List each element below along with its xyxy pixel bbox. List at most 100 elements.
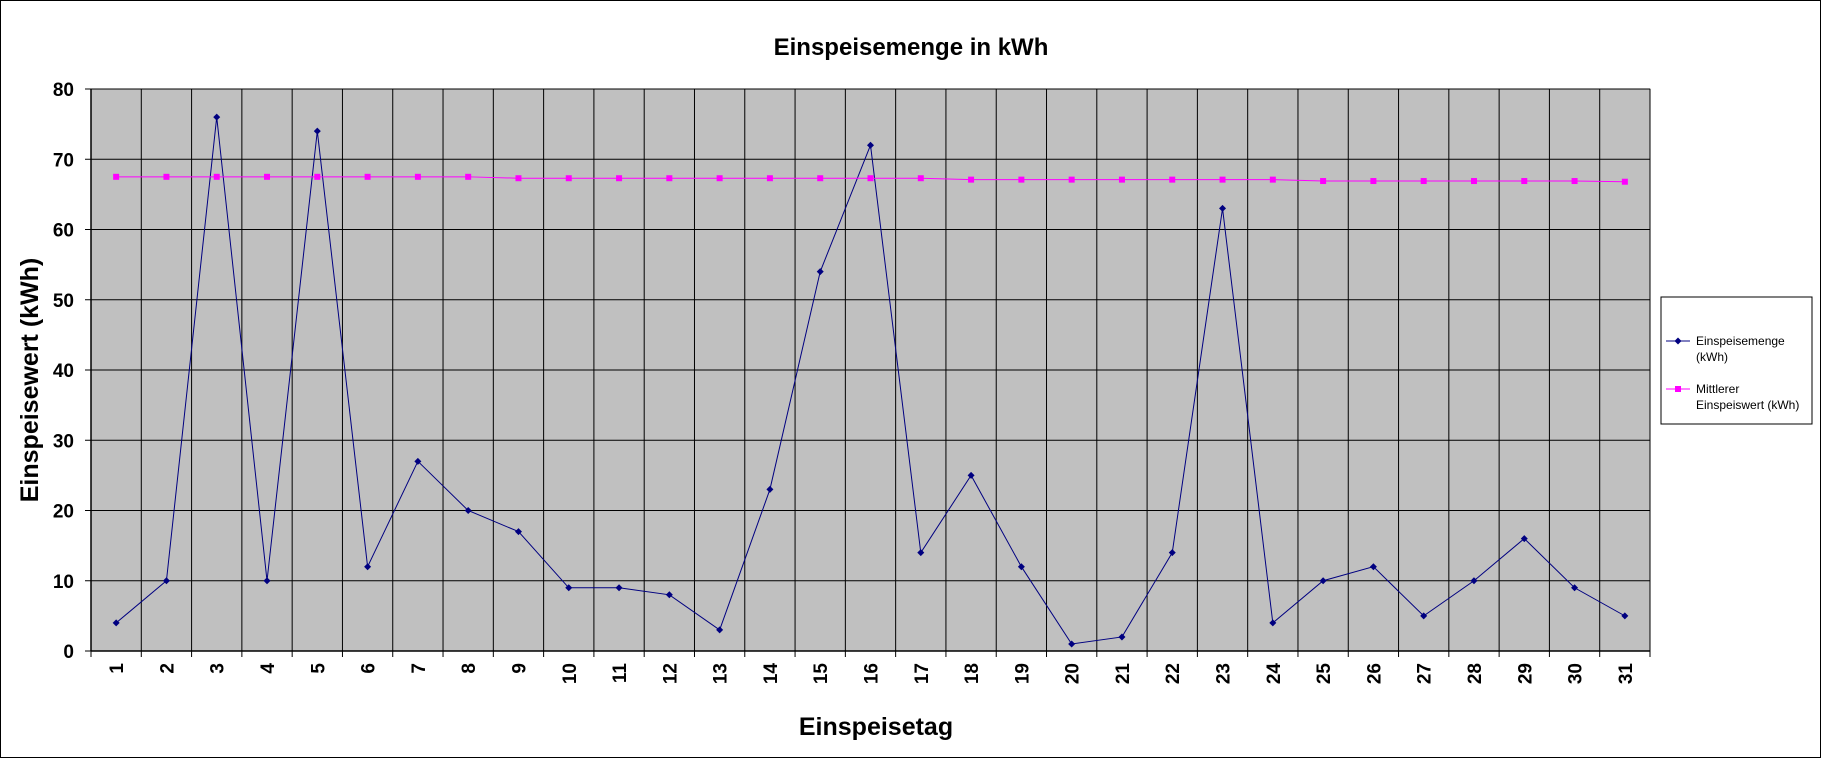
series-2-point bbox=[1370, 178, 1377, 185]
series-2-point bbox=[364, 173, 371, 180]
x-tick-label: 20 bbox=[1063, 663, 1084, 684]
x-tick-label: 27 bbox=[1415, 663, 1436, 684]
series-1-point bbox=[464, 507, 472, 514]
x-tick-label: 1 bbox=[107, 663, 128, 674]
series-1-point bbox=[313, 127, 321, 135]
x-tick-label: 21 bbox=[1113, 663, 1134, 685]
series-2-point bbox=[414, 173, 421, 180]
series-1-point bbox=[615, 584, 623, 592]
x-tick-label: 8 bbox=[459, 663, 480, 674]
series-1-point bbox=[867, 141, 874, 149]
series-2-point bbox=[1219, 176, 1226, 183]
series-1-point bbox=[766, 485, 774, 493]
y-tick-label: 20 bbox=[53, 502, 74, 523]
x-tick-label: 30 bbox=[1566, 663, 1587, 684]
series-2-point bbox=[1420, 178, 1427, 185]
x-tick-label: 6 bbox=[359, 663, 380, 674]
series-2-point bbox=[968, 176, 975, 183]
series-2-point bbox=[565, 175, 572, 182]
series-2-point bbox=[766, 175, 773, 182]
x-tick-label: 23 bbox=[1214, 663, 1235, 684]
legend-marker-1 bbox=[1674, 337, 1682, 345]
series-2-point bbox=[1068, 176, 1075, 183]
series-1-point bbox=[1520, 535, 1528, 543]
series-2-point bbox=[1521, 178, 1528, 185]
series-2-point bbox=[1169, 176, 1176, 183]
series-2-point bbox=[1621, 178, 1628, 185]
legend-label-1: (kWh) bbox=[1696, 350, 1728, 364]
x-tick-label: 16 bbox=[862, 663, 883, 684]
chart-title: Einspeisemenge in kWh bbox=[774, 34, 1049, 61]
series-1-point bbox=[1470, 577, 1478, 585]
x-tick-label: 14 bbox=[761, 663, 782, 685]
series-1-point bbox=[1571, 584, 1579, 592]
series-1-point bbox=[1118, 633, 1126, 641]
x-tick-label: 25 bbox=[1314, 663, 1335, 685]
x-tick-label: 9 bbox=[509, 663, 530, 674]
series-2-point bbox=[1320, 178, 1327, 185]
x-tick-label: 19 bbox=[1012, 663, 1033, 684]
series-1-point bbox=[112, 619, 120, 627]
y-tick-label: 40 bbox=[53, 361, 74, 382]
x-tick-label: 3 bbox=[208, 663, 229, 674]
y-tick-label: 30 bbox=[53, 431, 74, 452]
series-2-point bbox=[1470, 178, 1477, 185]
series-1-point bbox=[263, 577, 271, 585]
series-1-point bbox=[514, 528, 522, 536]
series-2-point bbox=[213, 173, 220, 180]
legend-marker-2 bbox=[1675, 386, 1681, 392]
x-tick-label: 28 bbox=[1465, 663, 1486, 684]
series-2-point bbox=[867, 175, 874, 182]
series-2-point bbox=[616, 175, 623, 182]
series-1-point bbox=[414, 457, 422, 465]
series-1-point bbox=[1219, 204, 1227, 212]
legend-label-2: Mittlerer bbox=[1696, 382, 1739, 396]
series-2-point bbox=[1118, 176, 1125, 183]
x-tick-label: 31 bbox=[1616, 663, 1637, 685]
x-tick-label: 4 bbox=[258, 663, 279, 674]
x-tick-label: 5 bbox=[308, 663, 329, 674]
series-1-point bbox=[1017, 563, 1025, 571]
series-1-point bbox=[1420, 612, 1428, 620]
y-tick-label: 10 bbox=[53, 572, 74, 593]
series-2-point bbox=[666, 175, 673, 182]
x-tick-label: 29 bbox=[1515, 663, 1536, 684]
legend-label-2: Einspeiswert (kWh) bbox=[1696, 398, 1799, 412]
series-2-point bbox=[163, 173, 170, 180]
series-1-point bbox=[967, 471, 975, 479]
series-2-point bbox=[264, 173, 271, 180]
x-tick-label: 11 bbox=[610, 663, 631, 684]
x-tick-label: 15 bbox=[811, 663, 832, 685]
series-1-point bbox=[364, 563, 372, 571]
series-2-point bbox=[113, 173, 120, 180]
x-tick-label: 10 bbox=[560, 663, 581, 684]
y-tick-label: 70 bbox=[53, 150, 74, 171]
series-1-point bbox=[665, 591, 673, 599]
series-1-point bbox=[716, 626, 724, 634]
x-tick-label: 13 bbox=[711, 663, 732, 684]
series-2-point bbox=[1018, 176, 1025, 183]
x-tick-label: 22 bbox=[1163, 663, 1184, 684]
y-tick-label: 60 bbox=[53, 221, 74, 242]
x-tick-label: 24 bbox=[1264, 663, 1285, 685]
series-2-point bbox=[917, 175, 924, 182]
series-2-point bbox=[817, 175, 824, 182]
series-1-point bbox=[816, 268, 824, 276]
y-tick-label: 80 bbox=[53, 80, 74, 101]
y-tick-label: 50 bbox=[53, 291, 74, 312]
series-1-point bbox=[1269, 619, 1277, 627]
legend-label-1: Einspeisemenge bbox=[1696, 334, 1785, 348]
series-1-point bbox=[162, 577, 170, 585]
series-1-point bbox=[917, 549, 925, 557]
series-1-point bbox=[565, 584, 573, 592]
y-tick-label: 0 bbox=[63, 642, 74, 663]
series-1-point bbox=[1319, 577, 1327, 585]
series-2-point bbox=[716, 175, 723, 182]
x-axis-title: Einspeisetag bbox=[799, 713, 953, 741]
x-tick-label: 18 bbox=[962, 663, 983, 684]
x-tick-label: 2 bbox=[157, 663, 178, 674]
series-1-point bbox=[1168, 549, 1176, 557]
series-2-point bbox=[1269, 176, 1276, 183]
series-1-point bbox=[1369, 563, 1377, 571]
